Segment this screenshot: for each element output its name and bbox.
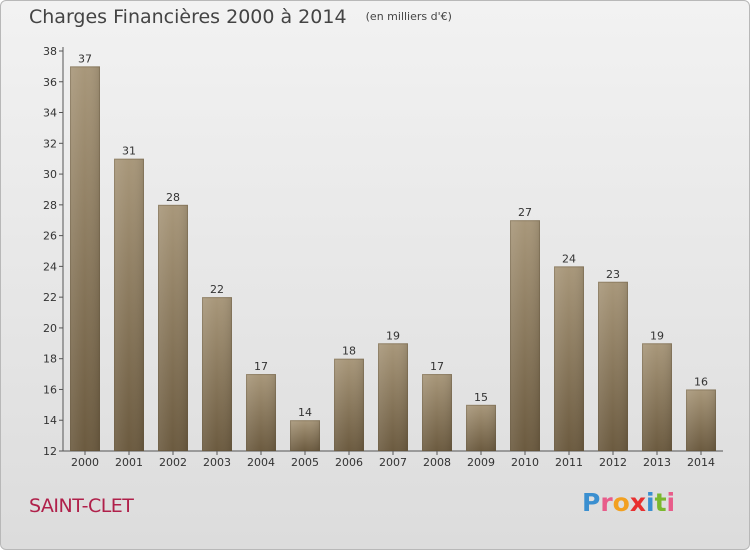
- bars: [70, 66, 716, 452]
- bar-shine: [466, 404, 496, 451]
- x-tick-label: 2012: [599, 456, 627, 469]
- bar-shine: [158, 204, 188, 451]
- y-tick-label: 20: [43, 322, 57, 335]
- bar-shine: [202, 297, 232, 451]
- bar-shine: [598, 281, 628, 451]
- bar-shine: [290, 420, 320, 451]
- data-label: 14: [298, 406, 312, 419]
- data-label: 22: [210, 283, 224, 296]
- data-label: 17: [254, 360, 268, 373]
- bar-shine: [422, 374, 452, 451]
- y-tick-label: 14: [43, 414, 57, 427]
- bar-outline: [642, 343, 672, 451]
- bar-shine: [554, 266, 584, 451]
- data-label: 17: [430, 360, 444, 373]
- y-tick-label: 26: [43, 230, 57, 243]
- bar-outline: [598, 281, 628, 451]
- y-tick-label: 22: [43, 291, 57, 304]
- data-label: 27: [518, 206, 532, 219]
- chart-title-block: Charges Financières 2000 à 2014 (en mill…: [29, 6, 452, 28]
- bar-outline: [554, 266, 584, 451]
- y-tick-label: 34: [43, 107, 57, 120]
- bar-shine: [334, 358, 364, 451]
- logo-letter: o: [612, 488, 630, 517]
- bar-shine: [686, 389, 716, 451]
- chart-title: Charges Financières 2000 à 2014: [29, 6, 347, 28]
- bar-outline: [290, 420, 320, 452]
- labels: 2000 37 2001 31 2002 28 2003 22 2004 17 2005 14 2006…: [71, 52, 715, 469]
- x-tick-label: 2014: [687, 456, 715, 469]
- x-tick-label: 2001: [115, 456, 143, 469]
- x-tick-label: 2008: [423, 456, 451, 469]
- y-tick-label: 18: [43, 353, 57, 366]
- x-tick-label: 2011: [555, 456, 583, 469]
- data-label: 18: [342, 345, 356, 358]
- proxiti-logo: Proxiti: [582, 488, 675, 517]
- bar-outline: [70, 66, 100, 451]
- x-tick-label: 2010: [511, 456, 539, 469]
- logo-letter: t: [654, 488, 667, 517]
- data-label: 24: [562, 252, 576, 265]
- logo-letter: r: [600, 488, 613, 517]
- bar-outline: [378, 343, 408, 451]
- bar-outline: [334, 358, 364, 452]
- x-tick-label: 2003: [203, 456, 231, 469]
- logo-letter: x: [629, 488, 646, 517]
- y-tick-label: 16: [43, 383, 57, 396]
- bar-outline: [510, 220, 540, 451]
- logo-letter: i: [666, 488, 676, 517]
- data-label: 19: [386, 329, 400, 342]
- x-tick-label: 2002: [159, 456, 187, 469]
- bar-outline: [686, 389, 716, 452]
- y-tick-label: 28: [43, 199, 57, 212]
- bar-outline: [246, 374, 276, 452]
- data-label: 23: [606, 268, 620, 281]
- x-tick-label: 2009: [467, 456, 495, 469]
- logo-letter: P: [582, 488, 601, 517]
- bar-outline: [466, 404, 496, 452]
- x-tick-label: 2013: [643, 456, 671, 469]
- data-label: 19: [650, 329, 664, 342]
- chart-unit: (en milliers d'€): [365, 10, 452, 23]
- commune-name: SAINT-CLET: [29, 495, 134, 517]
- bar-shine: [114, 158, 144, 451]
- data-label: 15: [474, 391, 488, 404]
- bar-outline: [114, 158, 144, 451]
- bar-shine: [246, 374, 276, 451]
- bar-shine: [70, 66, 100, 451]
- bar-outline: [202, 297, 232, 451]
- y-tick-label: 38: [43, 45, 57, 58]
- bar-shine: [510, 220, 540, 451]
- x-tick-label: 2000: [71, 456, 99, 469]
- logo-letter: i: [646, 488, 655, 517]
- bar-shine: [378, 343, 408, 451]
- y-tick-label: 32: [43, 137, 57, 150]
- x-tick-label: 2004: [247, 456, 275, 469]
- bar-outline: [158, 204, 188, 451]
- y-tick-label: 30: [43, 168, 57, 181]
- bar-outline: [422, 374, 452, 452]
- y-tick-label: 24: [43, 260, 57, 273]
- data-label: 28: [166, 191, 180, 204]
- x-tick-label: 2005: [291, 456, 319, 469]
- y-tick-label: 36: [43, 76, 57, 89]
- data-label: 16: [694, 375, 708, 388]
- y-tick-label: 12: [43, 445, 57, 458]
- data-label: 37: [78, 52, 92, 65]
- x-tick-label: 2007: [379, 456, 407, 469]
- bar-shine: [642, 343, 672, 451]
- x-tick-label: 2006: [335, 456, 363, 469]
- data-label: 31: [122, 145, 136, 158]
